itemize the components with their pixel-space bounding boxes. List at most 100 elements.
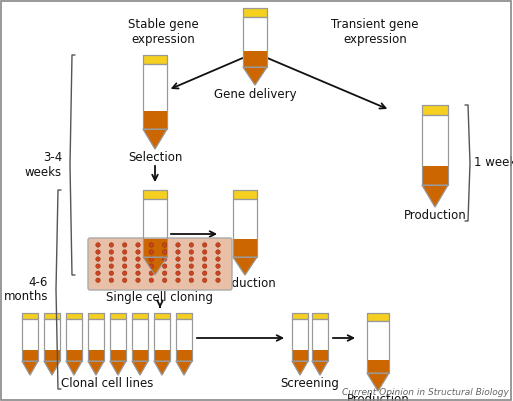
- Circle shape: [216, 271, 220, 275]
- Bar: [88, 313, 104, 319]
- Polygon shape: [233, 257, 257, 275]
- Bar: [243, 17, 267, 67]
- Polygon shape: [132, 361, 148, 375]
- Circle shape: [136, 250, 140, 254]
- Circle shape: [176, 243, 180, 247]
- Polygon shape: [292, 361, 308, 375]
- Bar: [176, 313, 192, 319]
- Circle shape: [163, 278, 167, 282]
- Circle shape: [96, 250, 100, 254]
- Circle shape: [149, 264, 153, 268]
- Polygon shape: [22, 361, 38, 375]
- Circle shape: [203, 278, 207, 282]
- Text: Stable gene
expression: Stable gene expression: [128, 18, 199, 46]
- Circle shape: [123, 271, 127, 275]
- Circle shape: [203, 257, 207, 261]
- Bar: [176, 313, 192, 319]
- Circle shape: [189, 264, 193, 268]
- Bar: [132, 313, 148, 319]
- Bar: [312, 319, 328, 361]
- Polygon shape: [243, 67, 267, 85]
- Circle shape: [109, 243, 113, 247]
- Circle shape: [203, 264, 207, 268]
- Bar: [22, 319, 38, 361]
- Bar: [22, 313, 38, 319]
- Circle shape: [216, 278, 220, 282]
- Bar: [243, 8, 267, 17]
- Bar: [110, 313, 126, 319]
- Polygon shape: [367, 373, 389, 391]
- Bar: [45, 350, 60, 361]
- Circle shape: [109, 271, 113, 275]
- Bar: [88, 319, 104, 361]
- Circle shape: [96, 257, 100, 261]
- Bar: [312, 313, 328, 319]
- Bar: [233, 199, 257, 257]
- Bar: [44, 313, 60, 319]
- Polygon shape: [422, 185, 448, 207]
- Circle shape: [123, 243, 127, 247]
- Text: Screening: Screening: [281, 377, 340, 390]
- Circle shape: [123, 264, 127, 268]
- Text: Clonal cell lines: Clonal cell lines: [61, 377, 153, 390]
- Bar: [233, 239, 256, 257]
- Circle shape: [123, 257, 127, 261]
- Bar: [132, 350, 148, 361]
- Text: Single cell cloning: Single cell cloning: [107, 291, 213, 304]
- Circle shape: [109, 278, 113, 282]
- Bar: [143, 55, 167, 64]
- Text: Selection: Selection: [128, 151, 182, 164]
- Bar: [292, 319, 308, 361]
- Polygon shape: [243, 67, 267, 85]
- Bar: [312, 313, 328, 319]
- Text: Transient gene
expression: Transient gene expression: [331, 18, 419, 46]
- Circle shape: [176, 278, 180, 282]
- Circle shape: [163, 243, 167, 247]
- Bar: [422, 105, 448, 115]
- Bar: [23, 350, 37, 361]
- Bar: [244, 51, 266, 67]
- Circle shape: [136, 243, 140, 247]
- Bar: [66, 319, 82, 361]
- Text: Production: Production: [347, 393, 409, 401]
- Circle shape: [96, 278, 100, 282]
- Polygon shape: [176, 361, 192, 375]
- Bar: [110, 350, 126, 361]
- Bar: [22, 313, 38, 319]
- Text: 1 week: 1 week: [474, 156, 513, 170]
- Polygon shape: [110, 361, 126, 375]
- Bar: [233, 190, 257, 199]
- Text: Gene delivery: Gene delivery: [214, 88, 297, 101]
- Bar: [367, 313, 389, 321]
- Bar: [110, 319, 126, 361]
- Polygon shape: [44, 361, 60, 375]
- Bar: [422, 115, 448, 185]
- Circle shape: [96, 243, 100, 247]
- Circle shape: [189, 278, 193, 282]
- Text: 3-4
weeks: 3-4 weeks: [25, 151, 62, 179]
- Circle shape: [176, 257, 180, 261]
- Circle shape: [149, 271, 153, 275]
- Bar: [423, 166, 447, 185]
- Circle shape: [163, 264, 167, 268]
- Text: Cell pool: Cell pool: [129, 277, 181, 290]
- Circle shape: [149, 278, 153, 282]
- Circle shape: [136, 278, 140, 282]
- Circle shape: [176, 250, 180, 254]
- Bar: [66, 313, 82, 319]
- Circle shape: [96, 271, 100, 275]
- Circle shape: [109, 257, 113, 261]
- Circle shape: [163, 250, 167, 254]
- Polygon shape: [143, 257, 167, 275]
- Bar: [154, 319, 170, 361]
- Bar: [66, 313, 82, 319]
- Circle shape: [189, 257, 193, 261]
- Circle shape: [163, 257, 167, 261]
- Polygon shape: [312, 361, 328, 375]
- Bar: [143, 64, 167, 129]
- Bar: [110, 313, 126, 319]
- Bar: [110, 319, 126, 361]
- Polygon shape: [44, 361, 60, 375]
- Circle shape: [149, 250, 153, 254]
- Circle shape: [163, 271, 167, 275]
